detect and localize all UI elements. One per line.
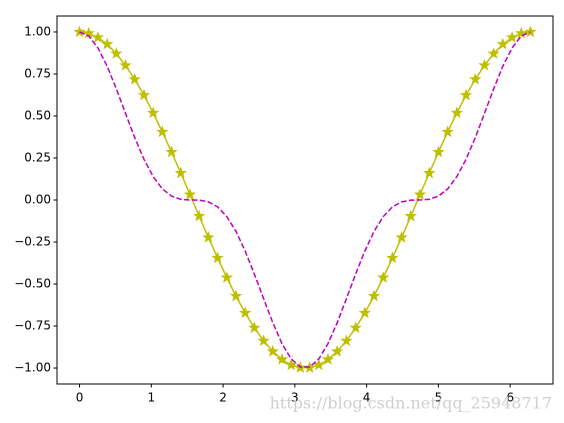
star-marker: [459, 88, 473, 101]
watermark: https://blog.csdn.net/qq_25948717: [270, 394, 552, 413]
star-marker: [432, 145, 445, 158]
star-marker: [469, 72, 482, 85]
star-marker: [478, 58, 491, 71]
star-marker: [349, 321, 362, 334]
star-marker: [165, 145, 178, 158]
y-tick-label: −0.75: [14, 319, 51, 333]
star-marker: [441, 125, 454, 138]
y-tick-label: −0.25: [14, 235, 51, 249]
star-marker: [248, 321, 261, 334]
star-marker: [367, 289, 381, 302]
star-marker: [515, 26, 528, 39]
y-tick-label: −1.00: [14, 361, 51, 375]
star-marker: [119, 58, 132, 71]
series-line: [79, 31, 531, 369]
star-marker: [183, 188, 197, 200]
y-tick-label: −0.50: [14, 277, 51, 291]
star-marker: [377, 271, 390, 283]
star-marker: [266, 344, 279, 357]
star-marker: [386, 251, 399, 264]
star-marker: [91, 31, 105, 43]
star-marker: [220, 271, 233, 283]
x-tick-label: 0: [76, 391, 84, 405]
star-marker: [285, 358, 298, 371]
plot-frame: [56, 15, 554, 385]
star-marker: [257, 334, 270, 347]
star-marker: [358, 306, 371, 319]
star-marker: [193, 209, 206, 222]
star-marker: [128, 72, 141, 85]
star-marker: [524, 25, 537, 38]
star-marker: [211, 251, 224, 264]
x-tick-label: 1: [147, 391, 155, 405]
star-marker: [239, 306, 252, 319]
star-marker: [73, 25, 86, 38]
star-marker: [404, 209, 417, 222]
y-tick-label: 0.50: [24, 108, 51, 122]
star-marker: [496, 37, 509, 50]
star-marker: [101, 37, 114, 50]
star-marker: [450, 106, 463, 119]
x-tick-label: 2: [219, 391, 227, 405]
star-marker: [312, 358, 325, 371]
star-marker: [487, 47, 500, 59]
star-marker: [505, 31, 519, 43]
star-marker: [321, 353, 335, 365]
series-line: [79, 31, 531, 368]
star-marker: [174, 166, 187, 179]
star-marker: [137, 88, 151, 101]
star-marker: [413, 188, 427, 200]
star-marker: [110, 47, 123, 59]
x-tick-label: 3: [291, 391, 299, 405]
x-tick-label: 4: [363, 391, 371, 405]
star-marker: [331, 344, 344, 357]
star-marker: [156, 125, 169, 138]
star-marker: [147, 106, 160, 119]
y-tick-label: 0.25: [24, 150, 51, 164]
x-tick-label: 6: [506, 391, 514, 405]
y-tick-label: 0.75: [24, 66, 51, 80]
star-marker: [202, 231, 215, 243]
star-marker: [340, 334, 353, 347]
star-marker: [275, 353, 289, 365]
y-tick-label: 0.00: [24, 193, 51, 207]
star-marker: [395, 231, 408, 243]
star-marker: [423, 166, 436, 179]
x-tick-label: 5: [435, 391, 443, 405]
star-marker: [229, 289, 243, 302]
y-tick-label: 1.00: [24, 24, 51, 38]
